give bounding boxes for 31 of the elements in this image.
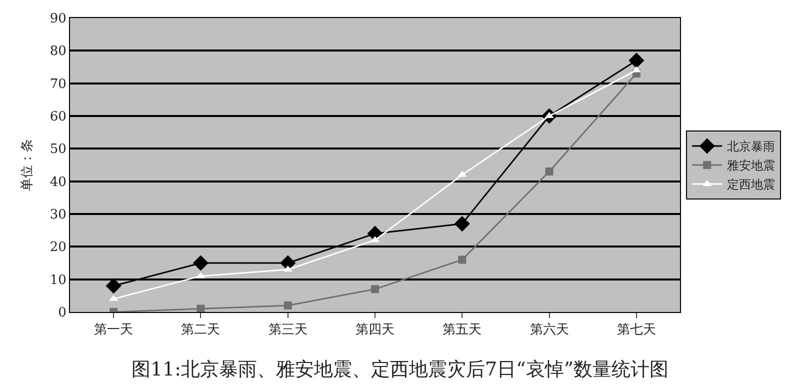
- point: [371, 285, 379, 294]
- y-tick-label: 10: [50, 272, 66, 288]
- y-tick-label: 50: [50, 142, 66, 158]
- x-tick-label: 第五天: [442, 322, 482, 338]
- legend-label: 定西地震: [727, 178, 776, 192]
- x-tick-label: 第二天: [181, 322, 220, 338]
- y-tick-label: 20: [50, 240, 66, 256]
- point: [458, 256, 466, 264]
- legend-label: 雅安地震: [727, 158, 776, 173]
- text: 图11:北京暴雨、雅安地震、定西地震灾后7日“哀悼”数量统计图: [131, 358, 669, 380]
- y-tick-label: 70: [50, 76, 66, 92]
- y-tick-label: 40: [50, 174, 66, 190]
- point: [628, 52, 644, 68]
- legend-label: 北京暴雨: [727, 140, 776, 154]
- point: [192, 255, 209, 271]
- x-tick-label: 第七天: [616, 322, 656, 338]
- y-tick-label: 60: [50, 110, 66, 125]
- y-tick-label: 30: [50, 208, 66, 223]
- y-tick-label: 80: [50, 44, 66, 60]
- point: [196, 304, 205, 312]
- x-tick-label: 第六天: [530, 322, 569, 338]
- x-tick-label: 第四天: [356, 322, 394, 338]
- y-tick-label: 90: [50, 12, 66, 27]
- point: [106, 278, 122, 294]
- y-axis-title: 单位：条: [20, 139, 35, 191]
- point: [545, 168, 554, 176]
- x-tick-label: 第三天: [268, 322, 308, 338]
- y-tick-label: 0: [58, 306, 66, 321]
- point: [284, 301, 292, 310]
- point: [454, 216, 470, 232]
- x-tick-label: 第一天: [94, 322, 134, 338]
